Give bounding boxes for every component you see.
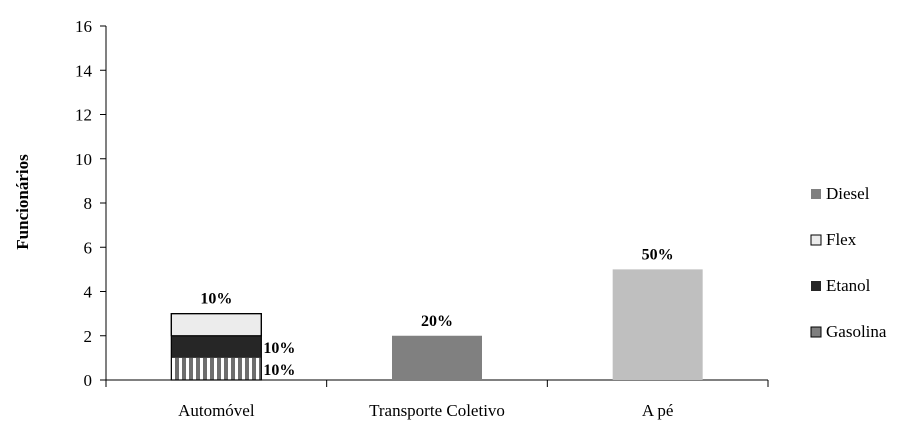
y-tick-label: 14: [75, 61, 93, 80]
y-tick-label: 12: [75, 106, 92, 125]
legend-swatch-diesel: [811, 189, 821, 199]
y-tick-label: 0: [84, 371, 93, 390]
bar-outline-automovel: [170, 313, 262, 381]
bar-segment-gasolina: [171, 357, 262, 380]
y-tick-label: 8: [84, 194, 93, 213]
data-label: 10%: [263, 340, 295, 357]
y-tick-label: 4: [84, 283, 93, 302]
bar-segment-etanol: [171, 335, 262, 358]
data-label: 10%: [263, 362, 295, 379]
bar-a-pé: [612, 269, 703, 380]
y-tick-label: 10: [75, 150, 92, 169]
data-label: 10%: [200, 291, 232, 308]
data-label: 50%: [642, 246, 674, 263]
y-tick-label: 16: [75, 17, 92, 36]
legend-swatch-flex: [810, 234, 822, 246]
x-category-label: Transporte Coletivo: [369, 401, 505, 420]
legend-swatch-etanol: [811, 281, 821, 291]
y-axis-title: Funcionários: [13, 154, 32, 250]
bar-segment-diesel: [392, 335, 482, 380]
legend-label-diesel: Diesel: [826, 184, 870, 203]
legend-label-etanol: Etanol: [826, 276, 871, 295]
bar-segment-flex: [170, 313, 262, 337]
legend-swatch-gasolina: [810, 326, 822, 338]
x-category-label: A pé: [642, 401, 674, 420]
legend-label-gasolina: Gasolina: [826, 322, 887, 341]
y-tick-label: 2: [84, 327, 93, 346]
data-label: 20%: [421, 313, 453, 330]
legend-label-flex: Flex: [826, 230, 857, 249]
y-tick-label: 6: [84, 238, 93, 257]
x-category-label: Automóvel: [178, 401, 255, 420]
